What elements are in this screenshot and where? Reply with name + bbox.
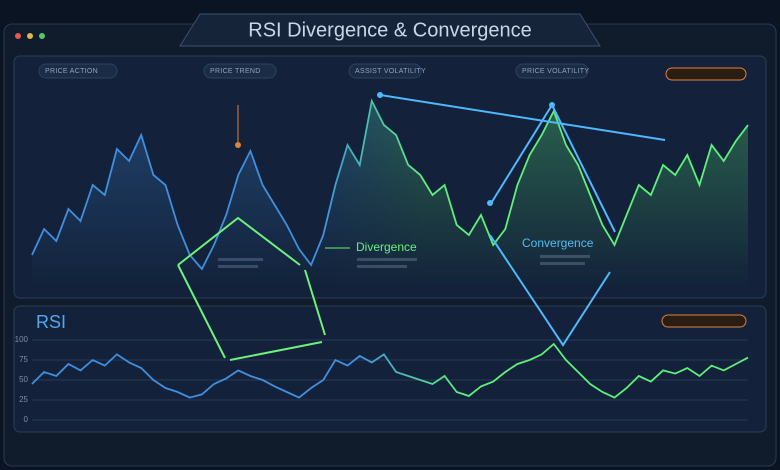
toggle[interactable] — [665, 67, 747, 81]
rsi-title: RSI — [36, 312, 66, 332]
y-tick-label: 100 — [15, 335, 29, 344]
panel-card — [348, 63, 422, 79]
panel-label: PRICE ACTION — [45, 68, 98, 75]
y-tick-label: 25 — [19, 395, 28, 404]
y-tick-label: 0 — [24, 415, 29, 424]
y-tick-label: 50 — [19, 375, 28, 384]
panel-label: ASSIST VOLATILITY — [355, 68, 426, 75]
price-area — [32, 101, 748, 285]
rsi-panel — [13, 305, 767, 433]
window-title: RSI Divergence & Convergence — [248, 19, 531, 41]
window-dot[interactable] — [15, 33, 21, 39]
price-line — [31, 98, 749, 271]
panel-card — [203, 63, 277, 79]
panel-card — [38, 63, 118, 79]
annotation-arrows — [177, 94, 666, 361]
rsi-line — [31, 342, 749, 399]
panel-card — [515, 63, 589, 79]
panel-label: PRICE TREND — [210, 68, 261, 75]
window-dot[interactable] — [39, 33, 45, 39]
toggle[interactable] — [661, 314, 747, 328]
window-dot[interactable] — [27, 33, 33, 39]
y-tick-label: 75 — [19, 355, 28, 364]
title-tab — [179, 13, 601, 47]
panel-label: PRICE VOLATILITY — [522, 68, 589, 75]
